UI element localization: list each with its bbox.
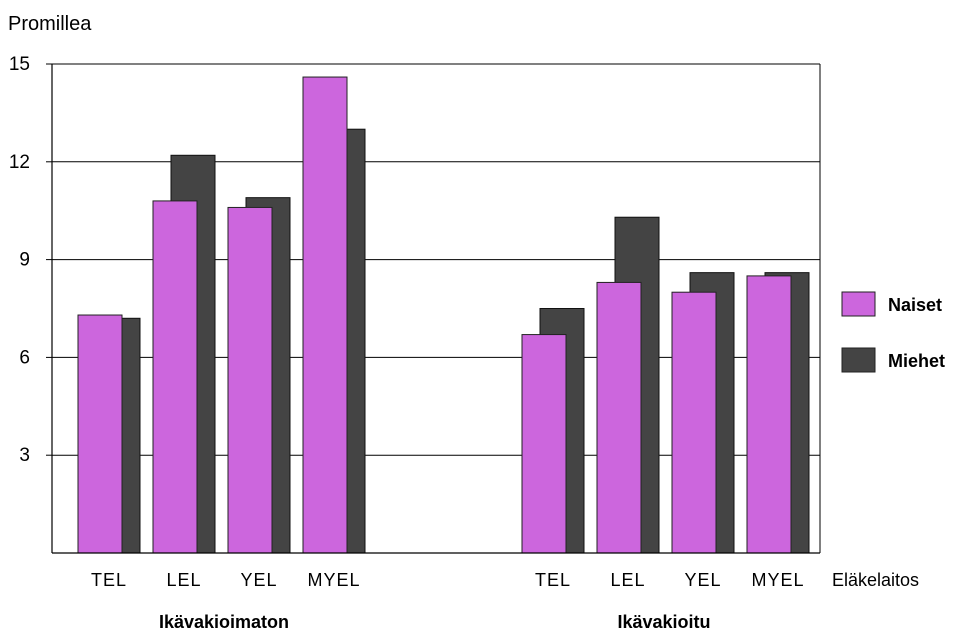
y-tick-label: 6 <box>19 347 30 368</box>
legend-label: Naiset <box>888 295 942 315</box>
group-label: Ikävakioitu <box>617 612 710 632</box>
y-axis-label: Promillea <box>8 13 92 35</box>
y-tick-label: 12 <box>9 152 30 173</box>
y-tick-label: 9 <box>19 250 30 271</box>
bar-naiset <box>671 291 717 554</box>
x-tick-label: MYEL <box>307 570 360 590</box>
axes <box>46 63 821 554</box>
y-tick-label: 3 <box>19 445 30 466</box>
legend: Naiset Miehet <box>841 291 945 373</box>
y-tick-label: 15 <box>9 54 30 75</box>
x-tick-label: LEL <box>166 570 201 590</box>
x-tick-label: MYEL <box>751 570 804 590</box>
x-tick-label: YEL <box>240 570 277 590</box>
legend-label: Miehet <box>888 351 945 371</box>
bar-naiset <box>77 314 123 554</box>
x-tick-labels: TEL LEL YEL MYEL TEL LEL YEL MYEL <box>91 570 804 590</box>
y-tick-labels: 3 6 9 12 15 <box>9 54 30 466</box>
x-axis-label: Eläkelaitos <box>832 570 919 590</box>
group-labels: Ikävakioimaton Ikävakioitu <box>159 612 711 632</box>
bar-naiset <box>152 200 198 554</box>
legend-swatch <box>841 291 876 317</box>
x-tick-label: LEL <box>610 570 645 590</box>
bar-naiset <box>596 281 642 554</box>
x-tick-label: TEL <box>91 570 127 590</box>
x-tick-label: YEL <box>684 570 721 590</box>
group-label: Ikävakioimaton <box>159 612 289 632</box>
bars <box>77 76 810 554</box>
bar-naiset <box>521 334 567 554</box>
legend-swatch <box>841 347 876 373</box>
x-tick-label: TEL <box>535 570 571 590</box>
bar-naiset <box>302 76 348 554</box>
bar-naiset <box>746 275 792 554</box>
bar-naiset <box>227 206 273 554</box>
